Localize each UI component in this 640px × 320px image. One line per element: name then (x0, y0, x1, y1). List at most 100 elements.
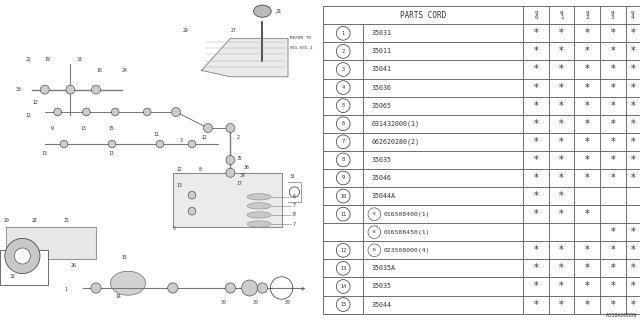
Text: *: * (611, 227, 615, 237)
Bar (323, 6, 524, 24)
Circle shape (242, 280, 258, 296)
Text: 33: 33 (77, 57, 83, 62)
Bar (625, 24, 640, 42)
Text: *: * (534, 282, 538, 292)
Bar (524, 277, 549, 295)
Text: *: * (630, 173, 635, 183)
Bar (323, 133, 364, 151)
Text: *: * (534, 137, 538, 147)
Text: *: * (559, 119, 564, 129)
Bar (625, 60, 640, 78)
Bar (575, 277, 600, 295)
Bar (548, 78, 575, 97)
Text: 29: 29 (182, 28, 188, 33)
Text: *: * (585, 28, 589, 38)
Bar (625, 115, 640, 133)
Bar (524, 295, 549, 314)
Text: 13: 13 (109, 151, 115, 156)
Text: 14: 14 (340, 284, 346, 289)
Bar (323, 223, 364, 241)
Bar (548, 6, 575, 24)
Text: *: * (611, 300, 615, 309)
Bar (600, 241, 626, 259)
Bar (364, 169, 524, 187)
Bar (364, 277, 524, 295)
Circle shape (91, 283, 101, 293)
Bar (548, 241, 575, 259)
Text: *: * (534, 119, 538, 129)
Bar (575, 223, 600, 241)
Bar (625, 78, 640, 97)
Bar (548, 205, 575, 223)
Bar (600, 42, 626, 60)
Text: *: * (585, 119, 589, 129)
Text: *: * (611, 28, 615, 38)
Text: 062620280(2): 062620280(2) (371, 139, 419, 145)
Text: 8: 8 (198, 167, 201, 172)
Text: 12: 12 (176, 167, 182, 172)
Text: 13: 13 (80, 125, 86, 131)
Text: 3: 3 (179, 138, 182, 143)
Bar (625, 259, 640, 277)
Circle shape (188, 207, 196, 215)
Text: *: * (630, 100, 635, 111)
Text: *: * (559, 155, 564, 165)
Text: 12: 12 (26, 113, 31, 118)
Bar (625, 295, 640, 314)
Text: 5: 5 (342, 103, 345, 108)
Text: 9
4: 9 4 (631, 11, 634, 20)
Bar (364, 42, 524, 60)
Bar (600, 277, 626, 295)
Text: 28: 28 (32, 218, 38, 223)
Bar (548, 24, 575, 42)
Text: *: * (559, 64, 564, 75)
Bar (625, 277, 640, 295)
Text: 30: 30 (253, 300, 259, 305)
Circle shape (188, 191, 196, 199)
Text: 35036: 35036 (371, 84, 391, 91)
Text: *: * (630, 119, 635, 129)
Text: 30: 30 (285, 300, 291, 305)
Text: 22: 22 (26, 57, 31, 62)
Text: 32: 32 (10, 274, 15, 279)
Bar (364, 78, 524, 97)
Text: 023508000(4): 023508000(4) (384, 248, 430, 253)
Bar (575, 24, 600, 42)
Bar (600, 187, 626, 205)
Text: *: * (534, 245, 538, 255)
Text: 12: 12 (340, 248, 346, 253)
Text: 10: 10 (340, 194, 346, 198)
Bar (524, 78, 549, 97)
Bar (600, 78, 626, 97)
Text: 6: 6 (293, 194, 296, 199)
Circle shape (83, 108, 90, 116)
Text: *: * (585, 245, 589, 255)
Text: 4: 4 (301, 287, 303, 292)
Text: 35035: 35035 (371, 284, 391, 290)
Bar (323, 259, 364, 277)
Text: *: * (534, 263, 538, 273)
Bar (625, 151, 640, 169)
Circle shape (5, 238, 40, 274)
Bar (575, 97, 600, 115)
Text: 1: 1 (64, 287, 67, 292)
Text: 11: 11 (154, 132, 159, 137)
Text: *: * (630, 227, 635, 237)
Bar (575, 259, 600, 277)
Bar (548, 169, 575, 187)
Circle shape (108, 140, 116, 148)
Bar (524, 169, 549, 187)
Text: *: * (559, 100, 564, 111)
Text: 4: 4 (342, 85, 345, 90)
Bar (364, 24, 524, 42)
Text: 7: 7 (293, 221, 296, 227)
Bar (548, 277, 575, 295)
Text: FIG.935-1: FIG.935-1 (290, 46, 313, 50)
Bar (575, 205, 600, 223)
Circle shape (92, 85, 100, 94)
Text: *: * (611, 173, 615, 183)
Text: 9: 9 (51, 125, 54, 131)
Circle shape (54, 108, 61, 116)
Text: 8: 8 (342, 157, 345, 162)
Text: *: * (611, 64, 615, 75)
